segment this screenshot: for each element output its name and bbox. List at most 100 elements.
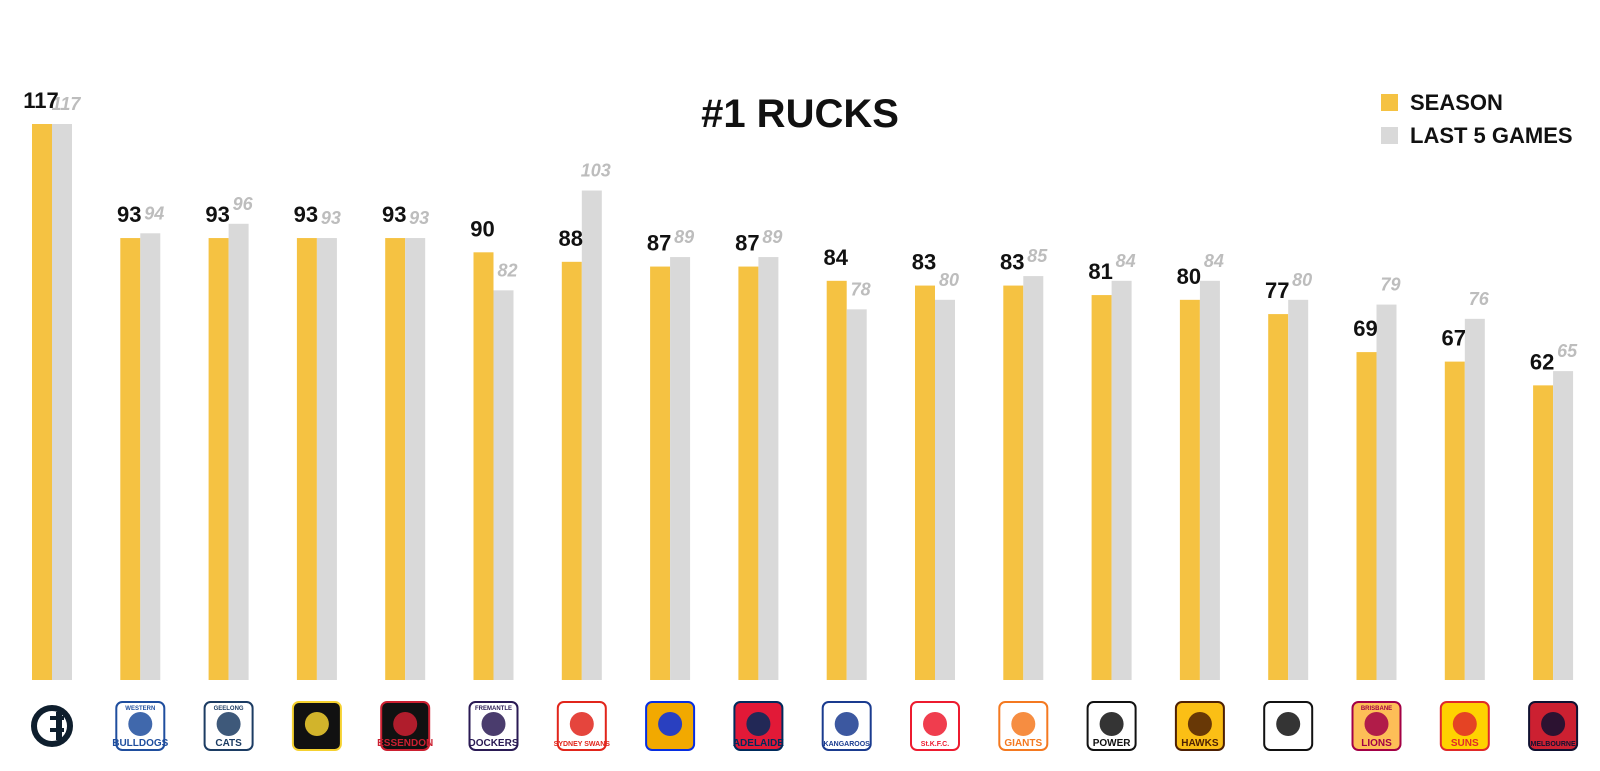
svg-text:ESSENDON: ESSENDON (377, 738, 433, 749)
bar-last5 (493, 290, 514, 680)
legend-label-season: SEASON (1410, 90, 1503, 115)
bar-season (120, 238, 141, 681)
svg-text:GEELONG: GEELONG (214, 706, 244, 712)
legend-label-last5: LAST 5 GAMES (1410, 123, 1573, 148)
west-coast-eagles-logo-icon (645, 701, 696, 751)
collingwood-magpie-logo-icon (1263, 701, 1314, 751)
data-label-season: 77 (1265, 278, 1289, 303)
data-label-last5: 84 (1204, 251, 1224, 271)
bar-last5 (935, 299, 955, 680)
bar-season (473, 252, 494, 681)
brisbane-lions-logo-icon: BRISBANE LIONS (1351, 701, 1402, 751)
chart-title: #1 RUCKS (701, 92, 899, 136)
data-label-season: 67 (1442, 326, 1466, 351)
bar-season (826, 280, 847, 680)
port-adelaide-power-logo-icon: POWER (1086, 701, 1137, 751)
bar-last5 (670, 257, 691, 680)
bar-last5 (228, 223, 249, 681)
western-bulldogs-logo-icon: WESTERN BULLDOGS (112, 701, 169, 751)
geelong-cats-logo-icon: GEELONG CATS (203, 701, 254, 751)
data-label-season: 93 (117, 202, 141, 227)
hawthorn-hawks-logo-icon: HAWKS (1174, 701, 1225, 751)
sydney-swans-logo-icon: SYDNEY SWANS (554, 701, 610, 751)
svg-text:FREMANTLE: FREMANTLE (475, 706, 512, 712)
bar-season (1003, 285, 1024, 680)
bar-season (296, 238, 317, 681)
bar-last5 (1288, 299, 1309, 680)
data-label-season: 87 (647, 231, 671, 256)
data-label-last5: 96 (233, 194, 254, 214)
svg-text:KANGAROOS: KANGAROOS (824, 741, 871, 748)
adelaide-crows-logo-icon: ADELAIDE (733, 701, 784, 751)
bar-last5 (581, 190, 602, 680)
data-label-season: 93 (382, 202, 406, 227)
data-label-last5: 78 (851, 279, 871, 299)
svg-text:GIANTS: GIANTS (1004, 738, 1042, 749)
bar-season (1356, 352, 1377, 680)
bar-season (208, 238, 229, 681)
bar-season (1444, 361, 1465, 680)
carlton-logo-icon (31, 705, 73, 747)
bar-last5 (140, 233, 161, 681)
data-label-last5: 89 (762, 227, 782, 247)
data-label-last5: 117 (52, 94, 82, 114)
bar-last5 (1553, 371, 1574, 680)
data-label-season: 80 (1177, 264, 1201, 289)
bar-last5 (1199, 280, 1220, 680)
data-label-last5: 65 (1557, 341, 1578, 361)
bar-season (561, 261, 582, 680)
bar-last5 (1111, 280, 1132, 680)
data-label-season: 90 (470, 216, 494, 241)
team-logos-row: WESTERN BULLDOGS GEELONG CATS ESSENDON FREMAN… (31, 701, 1579, 751)
svg-text:SUNS: SUNS (1451, 738, 1479, 749)
data-label-season: 83 (1000, 250, 1024, 275)
data-label-season: 62 (1530, 349, 1554, 374)
svg-text:DOCKERS: DOCKERS (468, 738, 518, 749)
data-label-last5: 93 (409, 208, 429, 228)
svg-text:BRISBANE: BRISBANE (1361, 706, 1392, 712)
bar-season (1091, 295, 1112, 680)
svg-text:POWER: POWER (1093, 738, 1132, 749)
svg-text:St.K.F.C.: St.K.F.C. (921, 741, 949, 748)
data-label-season: 83 (912, 250, 936, 275)
data-label-last5: 93 (321, 208, 341, 228)
svg-text:LIONS: LIONS (1361, 738, 1392, 749)
data-label-last5: 89 (674, 227, 694, 247)
data-label-last5: 94 (144, 203, 164, 223)
bar-season (650, 266, 671, 680)
data-label-season: 93 (205, 202, 229, 227)
bar-last5 (52, 124, 72, 680)
fremantle-dockers-logo-icon: FREMANTLE DOCKERS (468, 701, 519, 751)
bar-last5 (1376, 304, 1397, 680)
data-label-season: 81 (1088, 259, 1112, 284)
data-label-last5: 80 (1292, 270, 1312, 290)
data-label-last5: 82 (497, 260, 517, 280)
legend-swatch-last5 (1381, 127, 1398, 144)
data-label-season: 93 (294, 202, 318, 227)
melbourne-logo-icon: MELBOURNE (1528, 701, 1579, 751)
kangaroos-logo-icon: KANGAROOS (821, 701, 872, 751)
bar-season (1533, 385, 1554, 680)
bar-last5 (316, 238, 337, 681)
data-label-last5: 103 (581, 161, 611, 181)
svg-text:CATS: CATS (215, 738, 242, 749)
data-label-last5: 79 (1380, 275, 1400, 295)
richmond-tiger-logo-icon (291, 701, 342, 751)
legend-swatch-season (1381, 94, 1398, 111)
legend: SEASON LAST 5 GAMES (1381, 90, 1573, 148)
bar-last5 (1464, 318, 1485, 680)
data-label-last5: 84 (1116, 251, 1136, 271)
svg-text:HAWKS: HAWKS (1181, 738, 1219, 749)
svg-text:WESTERN: WESTERN (125, 706, 155, 712)
bar-last5 (758, 257, 779, 680)
data-label-season: 87 (735, 231, 759, 256)
gold-coast-suns-logo-icon: SUNS (1439, 701, 1490, 751)
data-label-season: 69 (1353, 316, 1377, 341)
bar-last5 (846, 309, 867, 680)
data-label-season: 88 (559, 226, 583, 251)
svg-text:MELBOURNE: MELBOURNE (1531, 741, 1576, 748)
bar-season (915, 285, 935, 680)
bar-last5 (405, 238, 426, 681)
